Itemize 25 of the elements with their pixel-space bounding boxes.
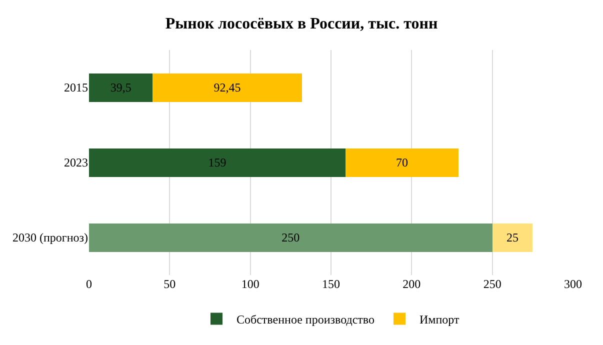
y-tick-label: 2030 (прогноз)	[12, 230, 88, 245]
x-tick-label: 100	[241, 277, 260, 291]
y-tick-label: 2023	[64, 156, 88, 170]
legend-label: Собственное производство	[236, 312, 374, 326]
legend-label: Импорт	[420, 312, 460, 326]
x-tick-label: 150	[322, 277, 340, 291]
x-tick-label: 50	[164, 277, 176, 291]
bar	[89, 223, 492, 252]
y-tick-label: 2015	[64, 80, 88, 95]
bar	[346, 148, 458, 177]
bar	[492, 223, 533, 252]
x-tick-label: 300	[564, 277, 582, 291]
data-label: 70	[396, 156, 408, 170]
data-label: 25	[506, 230, 518, 244]
bar	[89, 148, 346, 177]
x-tick-label: 0	[86, 277, 92, 291]
x-tick-label: 250	[483, 277, 502, 291]
bar	[152, 73, 302, 102]
x-tick-label: 200	[402, 277, 421, 291]
data-label: 250	[282, 230, 300, 244]
data-label: 92,45	[214, 80, 241, 94]
data-label: 159	[208, 156, 226, 170]
bar	[89, 73, 153, 102]
data-label: 39,5	[110, 80, 132, 94]
chart-title: Рынок лососёвых в России, тыс. тонн	[165, 15, 438, 32]
